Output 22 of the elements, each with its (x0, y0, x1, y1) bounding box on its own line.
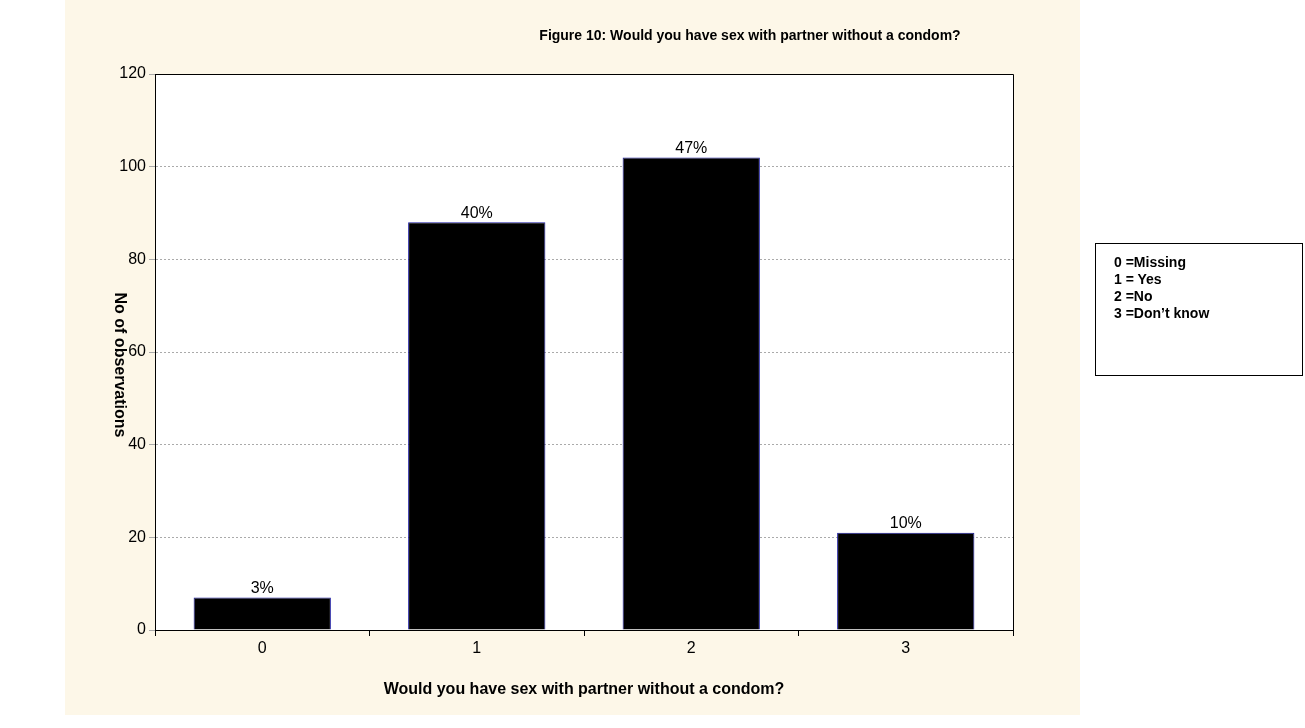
y-tick-label: 20 (128, 527, 147, 545)
y-tick-label: 0 (137, 620, 147, 638)
y-axis-title: No of observations (111, 291, 129, 438)
annotation: 40% (460, 203, 493, 221)
y-tick-label: 100 (119, 157, 147, 175)
x-tick-label: 2 (686, 639, 696, 657)
y-tick-label: 60 (128, 342, 147, 360)
x-tick-label: 0 (257, 639, 267, 657)
x-tick-label: 1 (472, 639, 482, 657)
x-tick-label: 3 (901, 639, 911, 657)
x-axis-title: Would you have sex with partner without a condom? (382, 680, 786, 698)
text: 2 =No (1114, 288, 1154, 305)
chart-title: Figure 10: Would you have sex with partner without a condom? (538, 27, 962, 43)
text: 0 =Missing (1114, 254, 1187, 271)
y-tick-label: 80 (128, 249, 147, 267)
annotation: 47% (675, 138, 708, 156)
annotation: 10% (889, 514, 922, 532)
text: 1 = Yes (1114, 271, 1163, 288)
y-tick-label: 40 (128, 435, 147, 453)
y-tick-label: 120 (119, 64, 147, 82)
text: 3 =Don’t know (1114, 305, 1211, 322)
annotation: 3% (250, 578, 274, 596)
